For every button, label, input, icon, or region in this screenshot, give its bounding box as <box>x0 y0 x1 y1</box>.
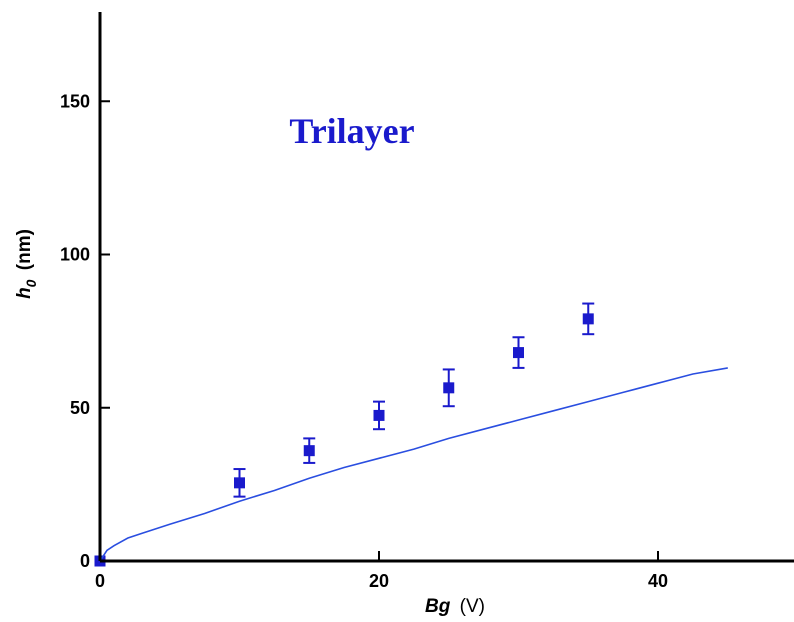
y-axis-unit: (nm) <box>14 229 35 270</box>
x-axis-title: Bg (V) <box>425 596 485 617</box>
x-tick-label-1: 20 <box>369 571 389 591</box>
chart-annotation: Trilayer <box>289 111 414 151</box>
model-curve <box>99 367 728 562</box>
y-axis-subscript: 0 <box>23 279 39 287</box>
data-point-4 <box>443 382 455 394</box>
plot-area <box>94 302 728 567</box>
ticks: 0 20 40 0 50 100 150 <box>60 91 668 591</box>
y-tick-label-3: 150 <box>60 91 90 111</box>
y-tick-label-1: 50 <box>70 398 90 418</box>
x-tick-label-2: 40 <box>648 571 668 591</box>
data-point-3 <box>373 409 385 421</box>
y-tick-label-0: 0 <box>80 551 90 571</box>
y-tick-label-2: 100 <box>60 245 90 265</box>
y-axis-title: h0 (nm) <box>14 229 41 299</box>
data-point-6 <box>582 313 594 325</box>
x-axis-symbol: Bg <box>425 596 451 617</box>
y-axis-symbol: h <box>14 287 35 299</box>
x-axis-unit: (V) <box>460 596 485 617</box>
data-point-5 <box>513 347 524 359</box>
x-tick-label-0: 0 <box>95 571 105 591</box>
data-point-1 <box>234 477 245 489</box>
data-point-2 <box>303 445 315 457</box>
